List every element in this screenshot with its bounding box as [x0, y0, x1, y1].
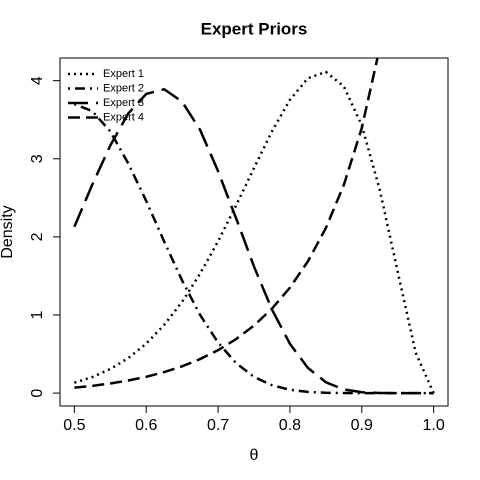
y-axis-label: Density — [0, 205, 16, 258]
series-line — [73, 87, 434, 395]
series-line — [74, 58, 379, 389]
legend-label: Expert 2 — [103, 82, 144, 94]
x-tick-label: 0.5 — [63, 417, 85, 434]
series-line — [73, 70, 435, 394]
plot-area — [73, 58, 435, 395]
x-tick-label: 0.7 — [207, 417, 229, 434]
x-tick-label: 1.0 — [423, 417, 445, 434]
y-tick-label: 1 — [29, 310, 46, 319]
y-tick-label: 0 — [29, 389, 46, 398]
x-axis-label: θ — [250, 447, 259, 464]
y-tick-label: 3 — [29, 154, 46, 163]
legend-label: Expert 3 — [103, 97, 144, 109]
plot-frame — [59, 57, 449, 407]
y-tick-label: 2 — [29, 232, 46, 241]
x-tick-label: 0.6 — [135, 417, 157, 434]
legend-label: Expert 4 — [103, 111, 144, 123]
x-tick-label: 0.9 — [351, 417, 373, 434]
chart-title: Expert Priors — [201, 19, 308, 38]
y-tick-label: 4 — [29, 76, 46, 85]
x-tick-label: 0.8 — [279, 417, 301, 434]
legend-label: Expert 1 — [103, 68, 144, 80]
